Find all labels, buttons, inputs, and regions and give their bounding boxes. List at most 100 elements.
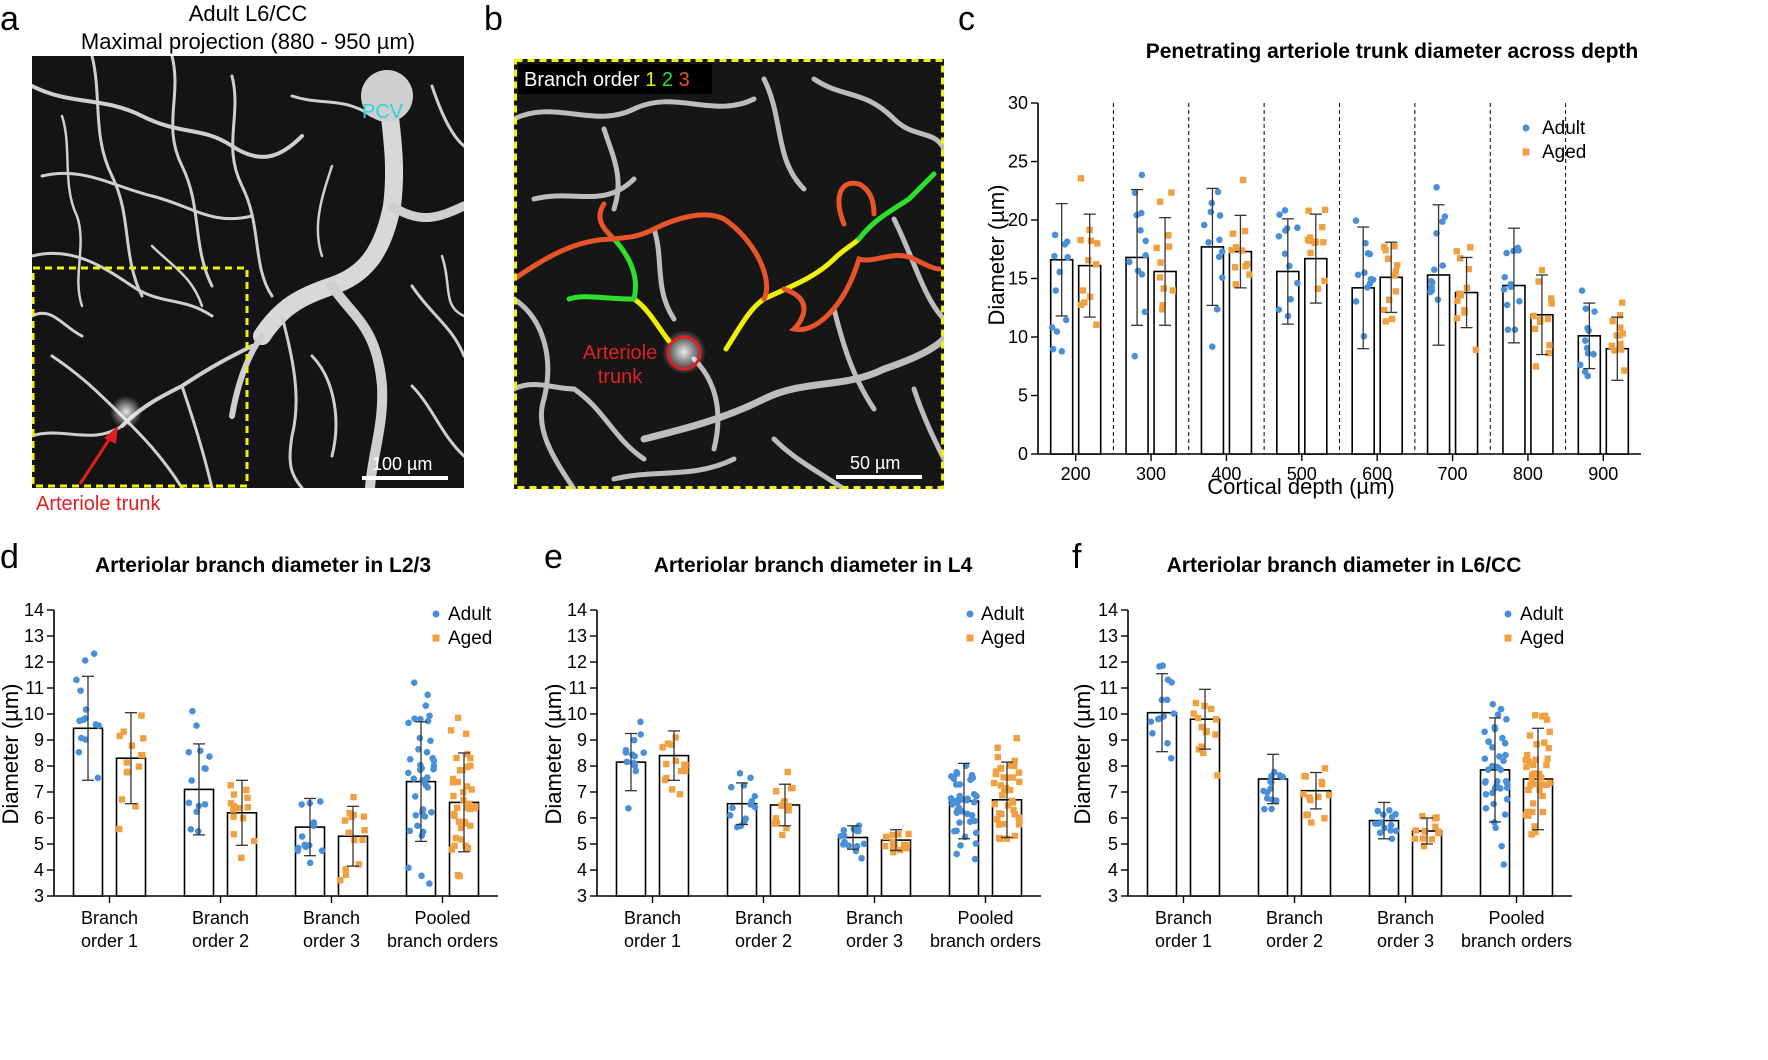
- branch-order2-right: [856, 171, 937, 242]
- point-aged: [1239, 176, 1247, 184]
- point-adult: [422, 702, 430, 709]
- point-adult: [416, 766, 424, 774]
- point-adult: [405, 719, 412, 727]
- point-adult: [316, 798, 324, 805]
- point-aged: [450, 792, 457, 800]
- legend-marker-aged: [1522, 148, 1530, 156]
- point-aged: [230, 813, 237, 820]
- x-tick-label: Branch: [735, 908, 792, 928]
- point-adult: [625, 804, 632, 812]
- point-aged: [999, 792, 1006, 799]
- vessel-network-b: [514, 76, 944, 489]
- point-aged: [458, 836, 465, 843]
- chart-c: Penetrating arteriole trunk diameter acr…: [984, 40, 1641, 499]
- point-adult: [1497, 785, 1504, 792]
- point-aged: [453, 754, 460, 762]
- point-aged: [1001, 786, 1008, 794]
- point-aged: [1094, 240, 1101, 247]
- point-adult: [1503, 249, 1510, 257]
- point-adult: [306, 859, 314, 867]
- point-aged: [1529, 808, 1536, 816]
- y-tick-label: 5: [577, 834, 587, 854]
- point-adult: [845, 842, 852, 850]
- point-aged: [360, 813, 368, 820]
- point-aged: [138, 752, 145, 759]
- point-adult: [1388, 835, 1396, 843]
- point-adult: [189, 707, 196, 715]
- point-aged: [1532, 712, 1539, 719]
- point-aged: [995, 821, 1003, 828]
- point-aged: [1015, 769, 1023, 776]
- point-aged: [1531, 325, 1539, 333]
- point-aged: [997, 835, 1004, 843]
- point-aged: [1524, 751, 1531, 759]
- point-adult: [1216, 236, 1223, 244]
- point-adult: [1281, 250, 1289, 258]
- point-aged: [1538, 781, 1545, 788]
- point-aged: [464, 844, 472, 852]
- y-tick-label: 3: [577, 886, 587, 906]
- point-adult: [623, 758, 631, 766]
- x-tick-label: branch orders: [387, 931, 498, 951]
- point-aged: [235, 804, 243, 812]
- point-aged: [1527, 782, 1534, 789]
- point-aged: [1011, 757, 1018, 765]
- point-aged: [1384, 255, 1392, 262]
- point-adult: [73, 676, 80, 684]
- point-aged: [663, 760, 670, 768]
- x-tick-label: Branch: [81, 908, 138, 928]
- point-aged: [472, 803, 479, 810]
- point-aged: [1432, 823, 1439, 830]
- arteriole-trunk-label-a: Arteriole trunk: [36, 493, 161, 515]
- point-aged: [881, 842, 889, 850]
- point-adult: [637, 718, 644, 726]
- point-adult: [632, 767, 640, 775]
- branch-order2-left: [566, 236, 639, 302]
- point-aged: [895, 831, 902, 838]
- chart-e-title: Arteriolar branch diameter in L4: [654, 554, 973, 577]
- point-adult: [1430, 266, 1438, 273]
- point-aged: [882, 833, 890, 841]
- point-adult: [188, 777, 196, 784]
- point-adult: [201, 800, 209, 808]
- point-adult: [1058, 348, 1066, 355]
- point-adult: [1267, 785, 1274, 792]
- point-aged: [1526, 732, 1534, 739]
- point-adult: [1502, 777, 1510, 785]
- y-tick-label: 7: [1108, 782, 1118, 802]
- point-adult: [1062, 316, 1070, 324]
- point-adult: [1433, 183, 1440, 191]
- point-aged: [994, 753, 1002, 761]
- point-aged: [1530, 780, 1538, 788]
- y-tick-label: 4: [1108, 860, 1118, 880]
- point-adult: [953, 809, 961, 816]
- point-adult: [1215, 253, 1223, 261]
- point-adult: [187, 826, 195, 833]
- point-aged: [1311, 239, 1318, 247]
- point-adult: [1503, 301, 1511, 309]
- point-aged: [890, 848, 897, 856]
- point-aged: [123, 769, 131, 776]
- point-aged: [789, 784, 796, 792]
- point-adult: [1200, 221, 1208, 229]
- point-adult: [1216, 212, 1224, 219]
- point-adult: [1218, 274, 1226, 281]
- point-aged: [464, 750, 471, 758]
- chart-c-legend-adult: Adult: [1542, 118, 1586, 139]
- point-adult: [1578, 287, 1586, 294]
- point-adult: [1481, 755, 1489, 762]
- point-adult: [1051, 252, 1058, 260]
- point-aged: [1617, 346, 1625, 353]
- point-adult: [1271, 768, 1278, 776]
- point-aged: [116, 732, 123, 740]
- branch-order3-d: [836, 180, 877, 227]
- trunk-circle-b: [666, 335, 702, 371]
- point-adult: [1387, 827, 1394, 834]
- panel-letter-d: d: [0, 538, 19, 576]
- point-aged: [672, 757, 679, 765]
- point-adult: [92, 721, 100, 728]
- point-adult: [1481, 779, 1489, 786]
- x-tick-label: Branch: [1155, 908, 1212, 928]
- point-aged: [1381, 243, 1388, 251]
- point-adult: [406, 827, 414, 835]
